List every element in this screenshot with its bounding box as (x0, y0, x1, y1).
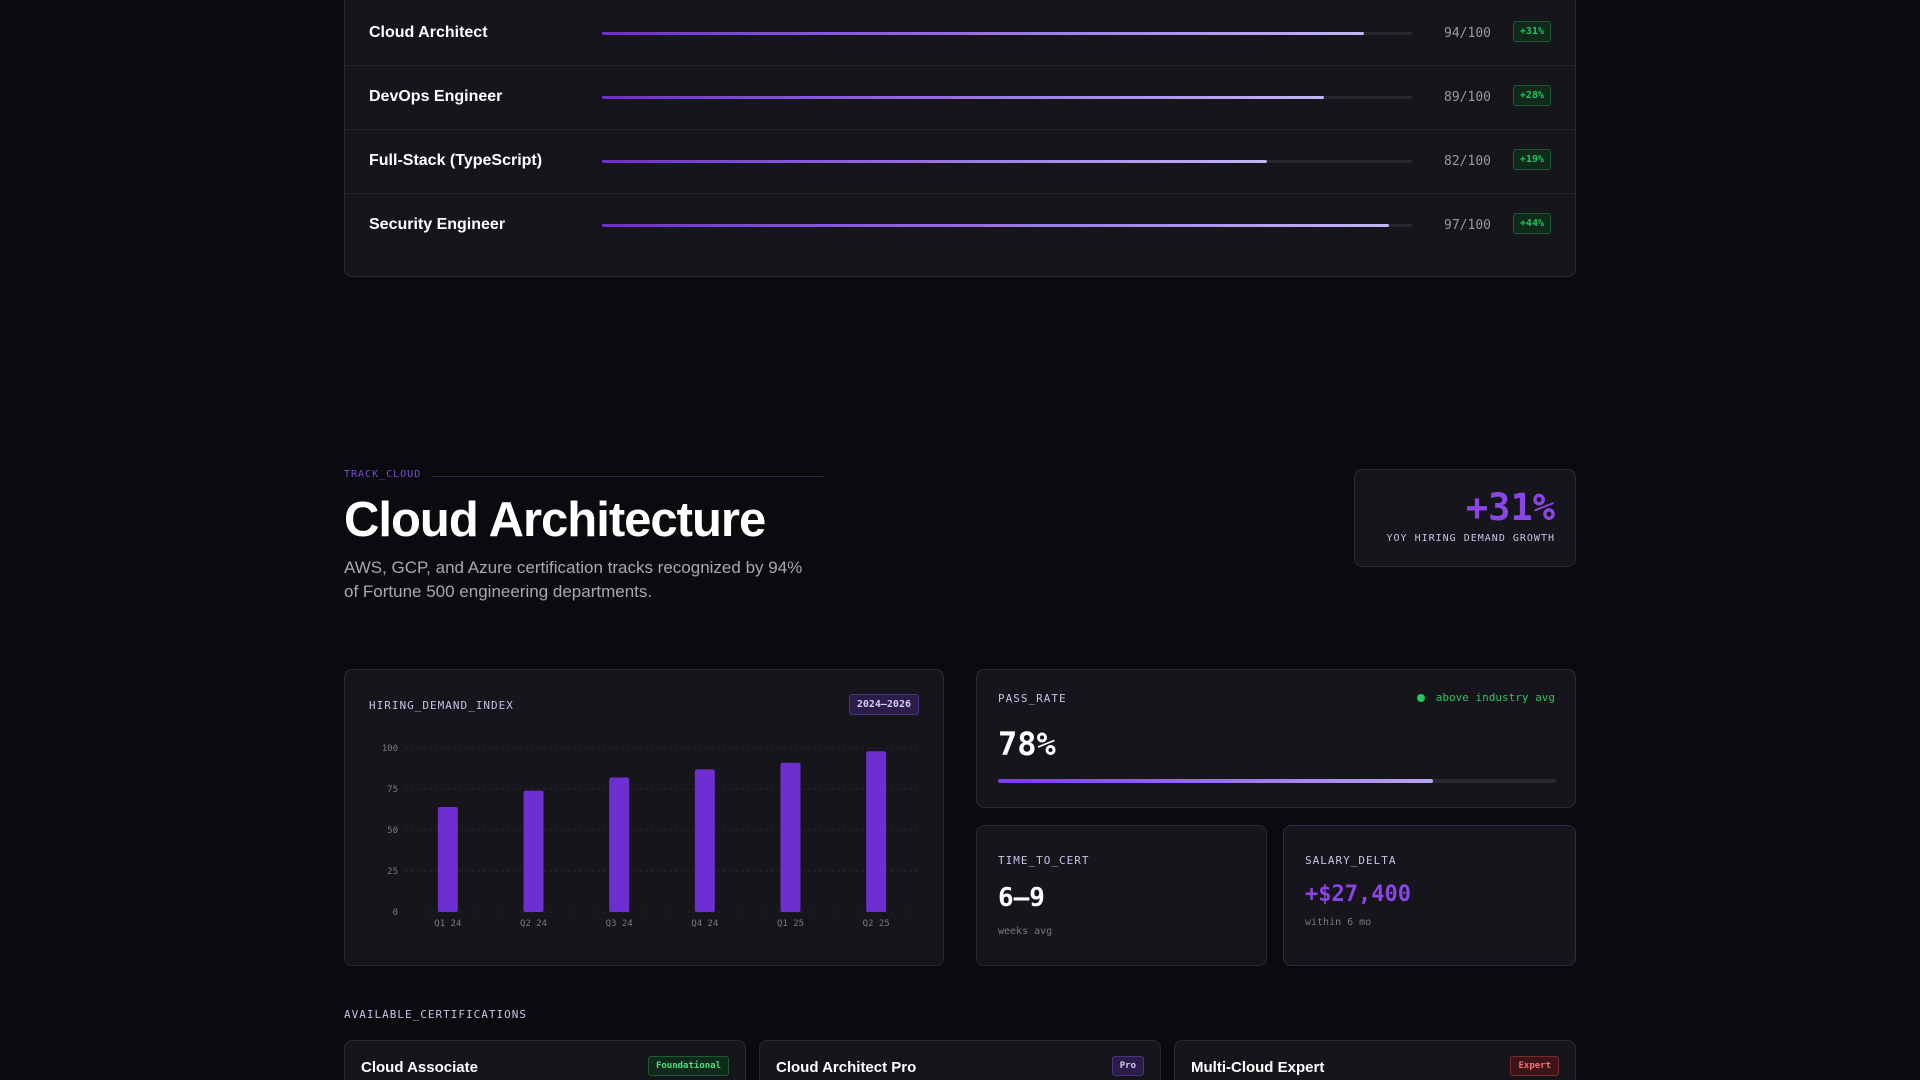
certification-level: Pro (1111, 1056, 1144, 1076)
certifications-title: AVAILABLE_CERTIFICATIONS (344, 1008, 527, 1021)
salary-label: SALARY_DELTA (1305, 854, 1397, 867)
y-tick-label: 25 (387, 867, 398, 877)
certification-level: Expert (1510, 1056, 1559, 1076)
bar (523, 790, 544, 912)
track-title: Cloud Architecture (344, 493, 766, 547)
salary-card: SALARY_DELTA +$27,400 within 6 mo (1283, 825, 1576, 966)
skill-score: 94/100 (1444, 26, 1491, 41)
skill-row: DevOps Engineer 89/100 +28% (345, 65, 1575, 130)
skill-score: 82/100 (1444, 154, 1491, 169)
skill-row: Security Engineer 97/100 +44% (345, 193, 1575, 257)
divider (432, 476, 824, 477)
skill-track (602, 224, 1413, 227)
skill-name: Full-Stack (TypeScript) (369, 152, 543, 169)
x-tick-label: Q1 24 (434, 919, 461, 929)
salary-note: within 6 mo (1305, 917, 1372, 928)
skill-row: Cloud Architect 94/100 +31% (345, 1, 1575, 66)
skill-row: Full-Stack (TypeScript) 82/100 +19% (345, 129, 1575, 194)
pass-rate-card: PASS_RATE above industry avg 78% (976, 669, 1576, 808)
time-label: TIME_TO_CERT (998, 854, 1090, 867)
x-tick-label: Q4 24 (691, 919, 718, 929)
skill-growth: +19% (1512, 149, 1551, 170)
x-tick-label: Q2 25 (863, 919, 890, 929)
skill-bar (602, 32, 1365, 35)
stat-value: +31% (1465, 486, 1555, 529)
certification-name: Multi-Cloud Expert (1191, 1059, 1325, 1076)
x-tick-label: Q3 24 (606, 919, 633, 929)
chart-badge: 2024–2026 (848, 694, 919, 715)
certification-name: Cloud Associate (361, 1059, 478, 1076)
skill-growth: +28% (1512, 85, 1551, 106)
certification-card: Cloud Associate Foundational (344, 1040, 746, 1080)
certification-card: Multi-Cloud Expert Expert (1174, 1040, 1576, 1080)
skill-bar (602, 160, 1268, 163)
stat-label: YOY HIRING DEMAND GROWTH (1386, 533, 1555, 544)
track-description: AWS, GCP, and Azure certification tracks… (344, 558, 803, 601)
bar (437, 807, 458, 912)
status-dot (1417, 694, 1425, 702)
chart: 0 25 50 75 100 Q1 24 Q2 24 Q3 24 Q4 24 Q1 25 Q2 25 (382, 744, 919, 929)
x-tick-label: Q2 24 (520, 919, 547, 929)
pass-rate-bar (998, 779, 1434, 783)
skill-name: Security Engineer (369, 216, 506, 233)
skill-growth: +31% (1512, 21, 1551, 42)
pass-rate-label: PASS_RATE (998, 692, 1067, 705)
y-tick-label: 0 (393, 908, 398, 918)
skills-card: Cloud Architect 94/100 +31% DevOps Engineer… (344, 0, 1576, 277)
pass-rate-note: above industry avg (1435, 691, 1555, 704)
certification-card: Cloud Architect Pro Pro (759, 1040, 1161, 1080)
bar (780, 762, 801, 912)
certification-level: Foundational (647, 1056, 729, 1076)
stat-card: +31% YOY HIRING DEMAND GROWTH (1354, 469, 1576, 567)
certification-name: Cloud Architect Pro (776, 1059, 917, 1076)
pass-rate-value: 78% (998, 725, 1056, 763)
skill-track (602, 160, 1413, 163)
skill-track (602, 32, 1413, 35)
salary-value: +$27,400 (1305, 882, 1411, 907)
skill-name: Cloud Architect (369, 24, 488, 41)
skill-bar (602, 224, 1389, 227)
bar (694, 769, 715, 912)
time-card: TIME_TO_CERT 6–9 weeks avg (976, 825, 1267, 966)
chart-card: HIRING_DEMAND_INDEX 2024–2026 0 25 50 75 100… (344, 669, 944, 966)
time-unit: weeks avg (998, 926, 1053, 937)
skill-name: DevOps Engineer (369, 88, 503, 105)
eyebrow: TRACK_CLOUD (344, 469, 422, 480)
x-tick-label: Q1 25 (777, 919, 804, 929)
skill-track (602, 96, 1413, 99)
time-value: 6–9 (998, 883, 1045, 913)
skill-score: 89/100 (1444, 90, 1491, 105)
y-tick-label: 50 (387, 826, 398, 836)
skill-bar (602, 96, 1324, 99)
pass-rate-track (998, 779, 1556, 783)
skill-score: 97/100 (1444, 218, 1491, 233)
bar (609, 777, 630, 912)
bar (866, 751, 887, 912)
skill-growth: +44% (1512, 213, 1551, 234)
chart-title: HIRING_DEMAND_INDEX (369, 699, 514, 712)
y-tick-label: 75 (387, 785, 398, 795)
y-tick-label: 100 (382, 744, 398, 754)
